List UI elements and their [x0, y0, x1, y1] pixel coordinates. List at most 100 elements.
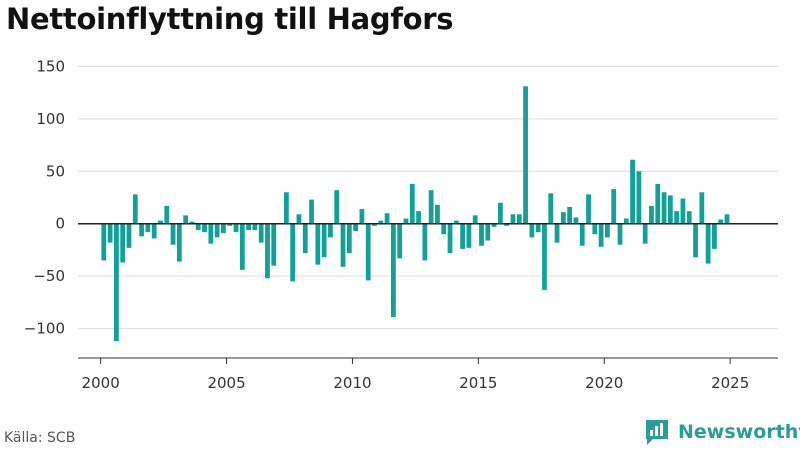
y-tick-label: 50	[46, 162, 65, 180]
bar	[378, 220, 384, 224]
bar	[126, 223, 132, 248]
bar	[466, 223, 472, 248]
bar	[560, 212, 566, 224]
bar	[258, 223, 264, 243]
bar	[435, 204, 440, 224]
bar	[265, 223, 270, 279]
bar	[397, 223, 403, 259]
bar	[630, 159, 635, 224]
bar	[686, 211, 692, 224]
bar	[611, 189, 617, 224]
bar	[195, 223, 201, 231]
x-tick-label: 2015	[459, 374, 497, 392]
bar	[598, 223, 604, 247]
bar	[586, 194, 591, 224]
bar	[246, 223, 251, 231]
bar	[542, 223, 547, 290]
bar	[680, 198, 686, 224]
bar	[460, 223, 466, 249]
y-tick-label: 0	[55, 215, 65, 233]
bar	[208, 223, 214, 244]
x-tick-label: 2025	[711, 374, 749, 392]
bar	[202, 223, 207, 233]
bar	[661, 192, 667, 224]
gridlines	[78, 65, 778, 330]
bar	[535, 223, 541, 233]
bar	[491, 223, 497, 227]
bar	[139, 223, 144, 237]
bar	[447, 223, 453, 254]
bar	[183, 215, 189, 224]
x-tick-label: 2000	[82, 374, 120, 392]
x-tick-label: 2010	[333, 374, 371, 392]
bar	[353, 223, 358, 232]
x-tick-label: 2020	[585, 374, 623, 392]
bar	[548, 193, 554, 224]
bar	[498, 202, 503, 224]
bar	[107, 223, 113, 243]
chart-title: Nettoinflyttning till Hagfors	[6, 2, 454, 36]
bar	[227, 223, 233, 226]
bar	[328, 223, 333, 238]
bar	[422, 223, 428, 261]
x-tick-label: 2005	[207, 374, 245, 392]
bar	[693, 223, 698, 258]
bar	[516, 214, 522, 224]
bar	[346, 223, 352, 254]
bar	[510, 214, 516, 224]
bar	[718, 219, 724, 224]
bar	[239, 223, 245, 270]
bar	[667, 195, 673, 224]
bar	[712, 223, 717, 249]
logo-text: Newsworthy	[678, 421, 800, 443]
bar	[592, 223, 598, 235]
bar	[472, 215, 478, 224]
bar	[302, 223, 308, 254]
bar	[372, 223, 377, 226]
bar	[428, 190, 434, 224]
bar	[699, 192, 705, 224]
bar	[724, 214, 730, 224]
bar	[359, 209, 365, 224]
bar	[170, 223, 176, 245]
bar	[390, 223, 396, 318]
bar	[334, 190, 340, 224]
bar	[309, 199, 314, 224]
bar	[321, 223, 327, 258]
bar	[214, 223, 220, 238]
bar	[132, 194, 138, 224]
bar	[485, 223, 491, 241]
bar	[567, 206, 573, 224]
y-tick-label: −100	[24, 320, 65, 338]
bar	[617, 223, 623, 245]
bar	[642, 223, 648, 244]
bar	[453, 220, 459, 224]
bar	[365, 223, 371, 281]
bar	[523, 86, 528, 224]
y-tick-label: −50	[33, 267, 65, 285]
bar	[479, 223, 484, 246]
bar	[605, 223, 610, 238]
bar	[554, 223, 560, 243]
y-tick-label: 150	[36, 57, 65, 75]
bar	[655, 183, 661, 224]
bar	[529, 223, 535, 238]
bar	[221, 223, 226, 234]
bar	[441, 223, 447, 235]
bar	[636, 171, 642, 224]
bar	[176, 223, 182, 262]
bar	[579, 223, 585, 246]
newsworthy-logo: Newsworthy	[644, 418, 800, 446]
bar	[283, 192, 289, 224]
source-label: Källa: SCB	[4, 430, 76, 446]
bar	[384, 213, 390, 224]
bar	[101, 223, 107, 261]
bar	[158, 220, 163, 224]
bar	[573, 217, 579, 224]
bar	[120, 223, 126, 263]
y-tick-label: 100	[36, 110, 65, 128]
bar	[271, 223, 277, 266]
bar	[674, 211, 680, 224]
bar	[416, 211, 421, 224]
